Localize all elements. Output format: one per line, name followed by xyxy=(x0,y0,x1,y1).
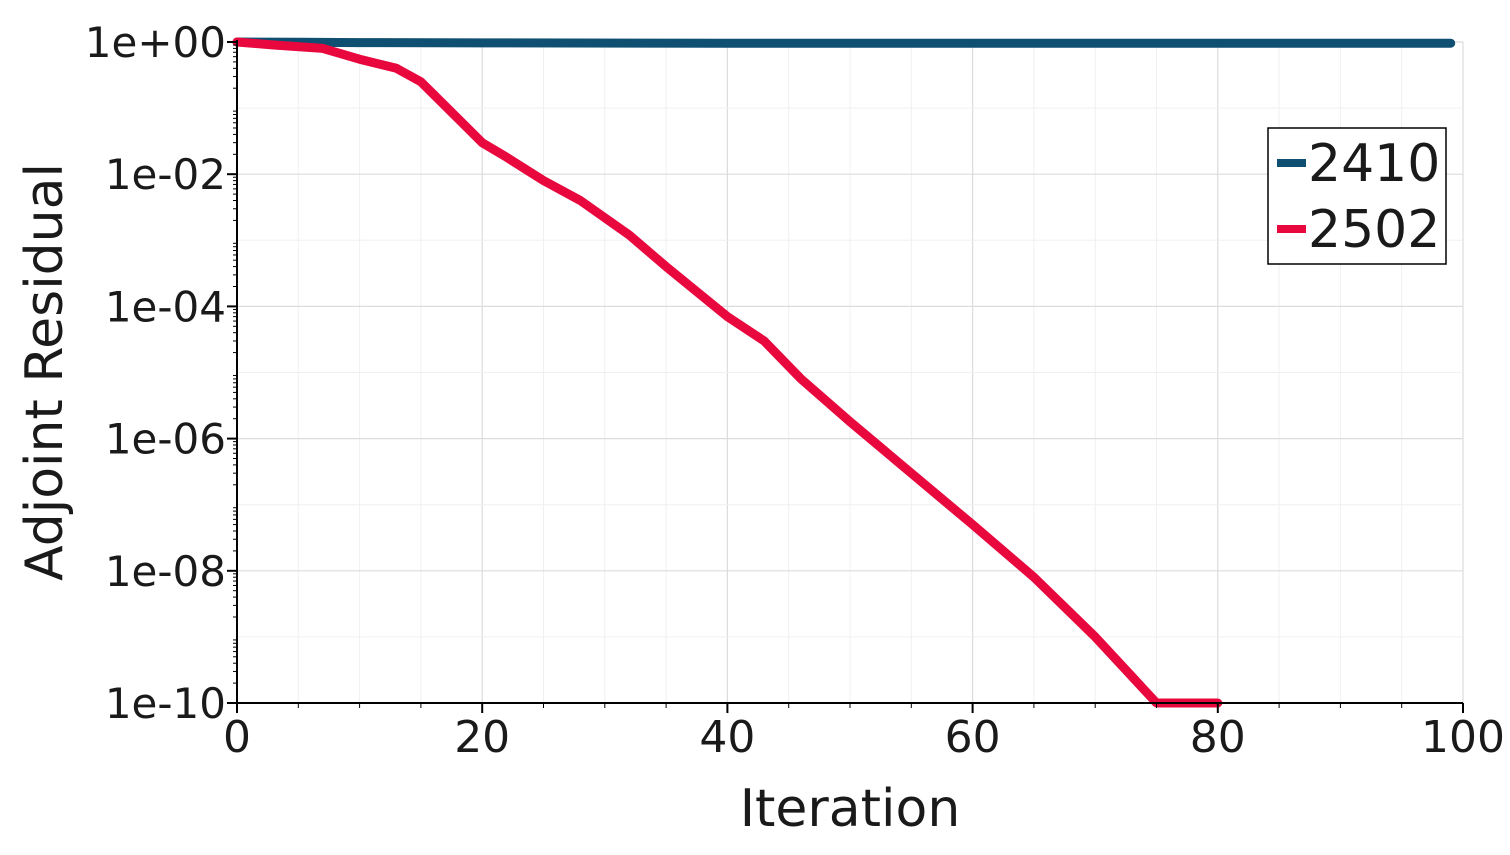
series-line-2502 xyxy=(232,37,1223,708)
series-lines xyxy=(232,37,1456,708)
x-tick-label: 0 xyxy=(223,712,251,763)
y-tick-label: 1e-08 xyxy=(105,547,226,596)
legend-box xyxy=(1267,127,1447,265)
x-axis-label: Iteration xyxy=(740,779,961,839)
y-tick-label: 1e-06 xyxy=(105,415,226,464)
x-tick-label: 80 xyxy=(1190,712,1246,763)
x-tick-label: 100 xyxy=(1421,712,1505,763)
y-tick-label: 1e-10 xyxy=(105,679,226,728)
legend-label-2502: 2502 xyxy=(1308,200,1440,260)
x-tick-label: 40 xyxy=(699,712,755,763)
x-tick-label: 20 xyxy=(454,712,510,763)
y-axis-label: Adjoint Residual xyxy=(15,163,75,581)
y-tick-label: 1e+00 xyxy=(85,18,226,67)
y-tick-label: 1e-02 xyxy=(105,150,226,199)
grid xyxy=(237,41,1464,703)
tick-labels: 0 20 40 60 80 100 1e+00 1e-02 1e-04 1e-06 1e-08 1e-… xyxy=(85,18,1505,763)
legend-label-2410: 2410 xyxy=(1308,134,1440,194)
axes xyxy=(227,40,1464,713)
series-line-2410 xyxy=(232,37,1456,48)
x-tick-label: 60 xyxy=(945,712,1001,763)
y-tick-label: 1e-04 xyxy=(105,282,226,331)
